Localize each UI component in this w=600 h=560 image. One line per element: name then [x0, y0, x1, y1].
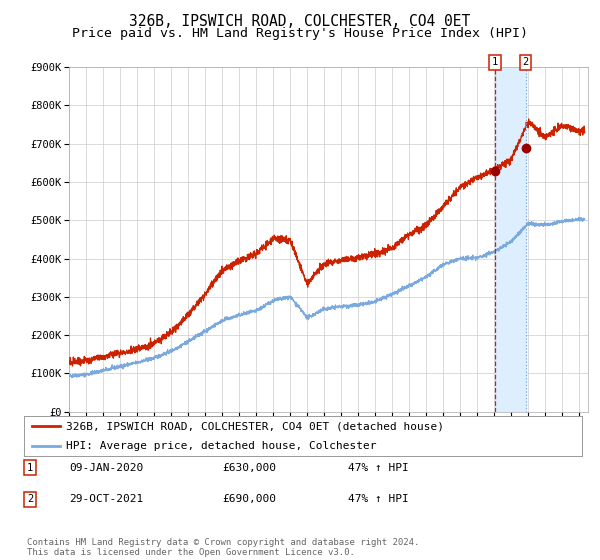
Text: HPI: Average price, detached house, Colchester: HPI: Average price, detached house, Colc…	[66, 441, 376, 451]
Text: 47% ↑ HPI: 47% ↑ HPI	[348, 494, 409, 505]
Text: 47% ↑ HPI: 47% ↑ HPI	[348, 463, 409, 473]
Text: 1: 1	[492, 57, 498, 67]
Text: 29-OCT-2021: 29-OCT-2021	[69, 494, 143, 505]
Text: 09-JAN-2020: 09-JAN-2020	[69, 463, 143, 473]
Bar	[495, 67, 526, 412]
Text: Price paid vs. HM Land Registry's House Price Index (HPI): Price paid vs. HM Land Registry's House …	[72, 27, 528, 40]
Text: Contains HM Land Registry data © Crown copyright and database right 2024.
This d: Contains HM Land Registry data © Crown c…	[27, 538, 419, 557]
Text: 326B, IPSWICH ROAD, COLCHESTER, CO4 0ET: 326B, IPSWICH ROAD, COLCHESTER, CO4 0ET	[130, 14, 470, 29]
Text: 326B, IPSWICH ROAD, COLCHESTER, CO4 0ET (detached house): 326B, IPSWICH ROAD, COLCHESTER, CO4 0ET …	[66, 421, 444, 431]
Text: £690,000: £690,000	[222, 494, 276, 505]
Text: 2: 2	[27, 494, 33, 505]
Text: £630,000: £630,000	[222, 463, 276, 473]
Text: 2: 2	[523, 57, 529, 67]
Text: 1: 1	[27, 463, 33, 473]
